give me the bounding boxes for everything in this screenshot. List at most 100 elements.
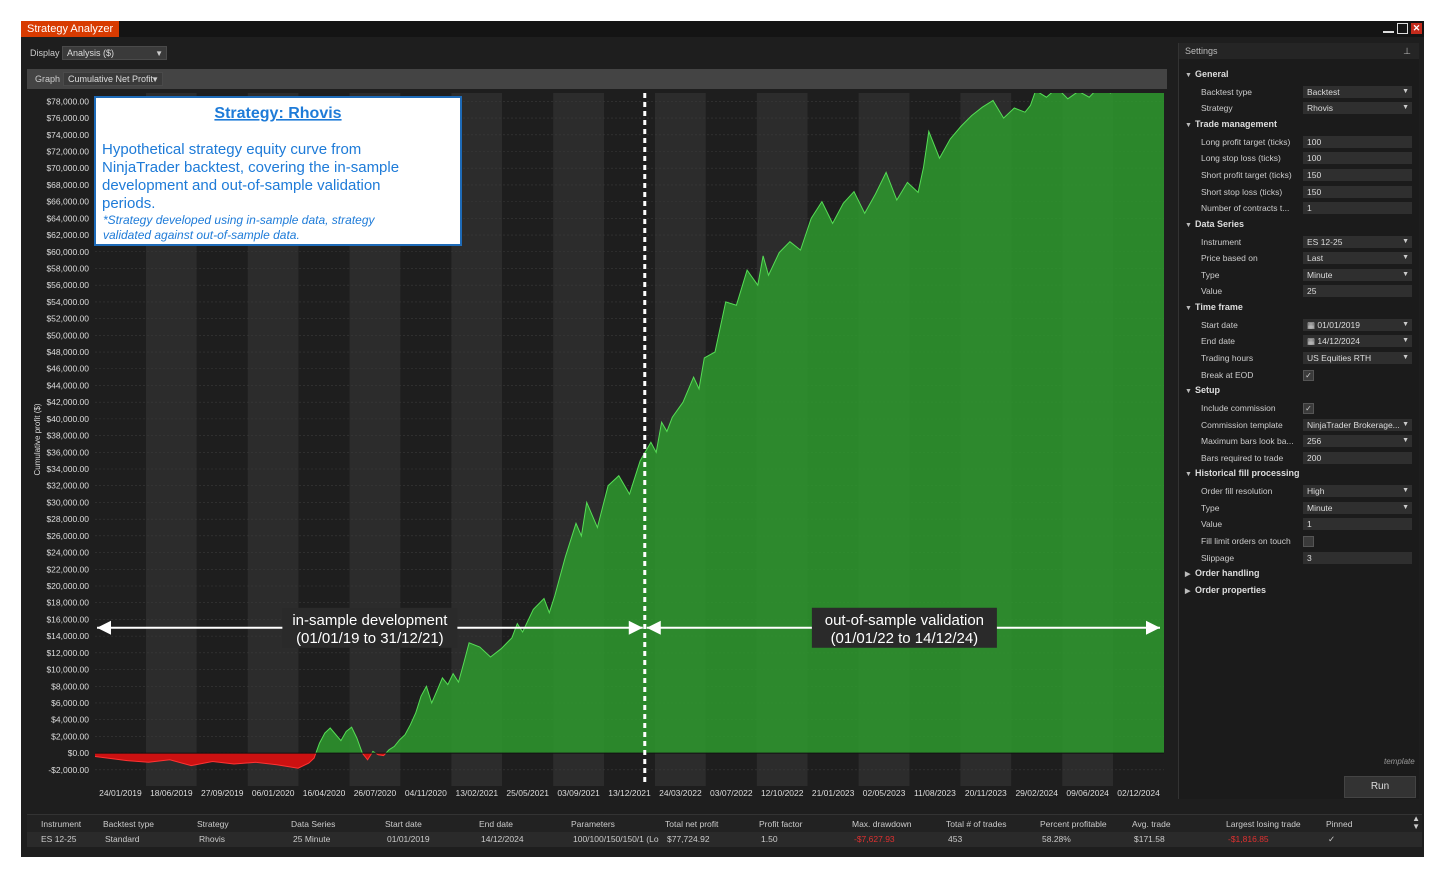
column-header[interactable]: Instrument <box>41 819 82 829</box>
setting-label: Instrument <box>1201 236 1242 247</box>
setting-value: 1 <box>1307 519 1312 530</box>
settings-section-general[interactable]: ▼ General <box>1185 69 1229 79</box>
setting-label: Type <box>1201 502 1220 513</box>
settings-section-order-properties[interactable]: ▶ Order properties <box>1185 585 1266 595</box>
settings-section-setup[interactable]: ▼ Setup <box>1185 385 1220 395</box>
setting-label: Long stop loss (ticks) <box>1201 153 1281 164</box>
chevron-down-icon: ▼ <box>1185 305 1192 312</box>
column-header[interactable]: Data Series <box>291 819 336 829</box>
setting-checkbox[interactable] <box>1303 536 1314 547</box>
setting-dd-field[interactable]: High ▼ <box>1303 485 1412 498</box>
column-header[interactable]: Percent profitable <box>1040 819 1107 829</box>
setting-dd-field[interactable]: Minute ▼ <box>1303 501 1412 514</box>
setting-checkbox[interactable]: ✓ <box>1303 403 1314 414</box>
column-header[interactable]: Parameters <box>571 819 615 829</box>
setting-label: Value <box>1201 519 1223 530</box>
display-value: Analysis ($) <box>67 48 115 58</box>
y-tick-label: $38,000.00 <box>46 431 89 441</box>
pin-icon[interactable]: ⊥ <box>1403 46 1411 56</box>
results-header: Instrument Backtest type Strategy Data Seri… <box>27 814 1422 833</box>
settings-section-data-series[interactable]: ▼ Data Series <box>1185 219 1244 229</box>
settings-section-time-frame[interactable]: ▼ Time frame <box>1185 302 1243 312</box>
x-tick-label: 02/05/2023 <box>863 788 906 796</box>
column-header[interactable]: Avg. trade <box>1132 819 1171 829</box>
column-header[interactable]: Strategy <box>197 819 229 829</box>
column-header[interactable]: Profit factor <box>759 819 803 829</box>
setting-dd-field[interactable]: 256 ▼ <box>1303 435 1412 448</box>
setting-text-field[interactable]: 100 <box>1303 152 1412 165</box>
y-tick-label: $18,000.00 <box>46 598 89 608</box>
settings-header: Settings ⊥ <box>1179 43 1419 59</box>
y-tick-label: $50,000.00 <box>46 330 89 340</box>
settings-section-label: Trade management <box>1195 119 1278 129</box>
x-tick-label: 06/01/2020 <box>252 788 295 796</box>
column-header[interactable]: Start date <box>385 819 422 829</box>
chevron-down-icon: ▼ <box>1402 104 1409 112</box>
settings-section-trade-management[interactable]: ▼ Trade management <box>1185 119 1277 129</box>
annotation-body: Hypothetical strategy equity curve from N… <box>102 141 399 212</box>
setting-date-field[interactable]: ▦ 01/01/2019 ▼ <box>1303 318 1412 331</box>
table-row[interactable]: ES 12-25 Standard Rhovis 25 Minute 01/01/201… <box>27 832 1422 847</box>
setting-dd-field[interactable]: US Equities RTH ▼ <box>1303 352 1412 364</box>
setting-value: 3 <box>1307 552 1312 563</box>
column-header[interactable]: Max. drawdown <box>852 819 912 829</box>
column-header[interactable]: Total # of trades <box>946 819 1007 829</box>
setting-date-field[interactable]: ▦ 14/12/2024 ▼ <box>1303 335 1412 348</box>
table-cell: $77,724.92 <box>667 834 710 844</box>
y-tick-label: $30,000.00 <box>46 497 89 507</box>
setting-text-field[interactable]: 1 <box>1303 518 1412 531</box>
setting-value: 256 <box>1307 436 1322 447</box>
column-header[interactable]: Backtest type <box>103 819 155 829</box>
setting-dd-field[interactable]: Rhovis ▼ <box>1303 102 1412 115</box>
close-icon[interactable]: ✕ <box>1411 23 1422 34</box>
y-tick-label: $16,000.00 <box>46 614 89 624</box>
annotation-title: Strategy: Rhovis <box>214 105 341 122</box>
setting-value: Minute <box>1307 269 1333 280</box>
setting-label: Number of contracts t... <box>1201 203 1290 214</box>
display-dropdown[interactable]: Analysis ($) ▼ <box>62 46 167 60</box>
setting-text-field[interactable]: 150 <box>1303 169 1412 181</box>
column-header[interactable]: Total net profit <box>665 819 719 829</box>
maximize-icon[interactable] <box>1397 23 1408 34</box>
setting-text-field[interactable]: 200 <box>1303 451 1412 464</box>
setting-text-field[interactable]: 100 <box>1303 135 1412 148</box>
setting-dd-field[interactable]: Minute ▼ <box>1303 268 1412 281</box>
in-sample-arrow-head-left <box>97 620 111 635</box>
settings-section-label: Time frame <box>1195 302 1243 312</box>
scroll-icon[interactable]: ▲ ▼ <box>1412 814 1420 831</box>
in-sample-arrow-head-right <box>628 620 643 635</box>
graph-dropdown[interactable]: Cumulative Net Profit ▼ <box>63 72 163 86</box>
setting-dd-field[interactable]: ES 12-25 ▼ <box>1303 235 1412 248</box>
settings-section-historical-fill-processing[interactable]: ▼ Historical fill processing <box>1185 468 1300 478</box>
column-header[interactable]: Largest losing trade <box>1226 819 1301 829</box>
setting-dd-field[interactable]: Last ▼ <box>1303 252 1412 265</box>
run-button[interactable]: Run <box>1344 776 1416 798</box>
y-tick-label: $54,000.00 <box>46 297 89 307</box>
setting-value: 150 <box>1307 186 1322 197</box>
setting-text-field[interactable]: 25 <box>1303 285 1412 298</box>
setting-label: Order fill resolution <box>1201 486 1273 497</box>
column-header[interactable]: Pinned <box>1326 819 1353 829</box>
settings-section-label: Data Series <box>1195 218 1245 229</box>
settings-section-order-handling[interactable]: ▶ Order handling <box>1185 568 1260 578</box>
setting-label: Type <box>1201 269 1220 280</box>
setting-dd-field[interactable]: NinjaTrader Brokerage... ▼ <box>1303 418 1412 431</box>
setting-value: Minute <box>1307 502 1333 513</box>
template-link[interactable]: template <box>1384 757 1415 766</box>
setting-text-field[interactable]: 3 <box>1303 551 1412 564</box>
settings-section-label: General <box>1195 69 1229 79</box>
setting-dd-field[interactable]: Backtest ▼ <box>1303 85 1412 98</box>
setting-text-field[interactable]: 150 <box>1303 185 1412 198</box>
setting-label: End date <box>1201 336 1236 347</box>
strategy-analyzer-window: Strategy Analyzer ✕ Display Analysis ($)… <box>21 21 1424 857</box>
minimize-icon[interactable] <box>1383 23 1394 33</box>
x-tick-label: 24/01/2019 <box>99 788 142 796</box>
settings-panel: Settings ⊥ ▼ General Backtest type Backtest… <box>1178 43 1419 799</box>
setting-text-field[interactable]: 1 <box>1303 202 1412 215</box>
table-cell: 01/01/2019 <box>387 834 430 844</box>
setting-value: 25 <box>1307 286 1317 297</box>
setting-checkbox[interactable]: ✓ <box>1303 369 1314 381</box>
setting-label: Fill limit orders on touch <box>1201 536 1291 546</box>
column-header[interactable]: End date <box>479 819 514 829</box>
setting-value: Backtest <box>1307 86 1340 97</box>
